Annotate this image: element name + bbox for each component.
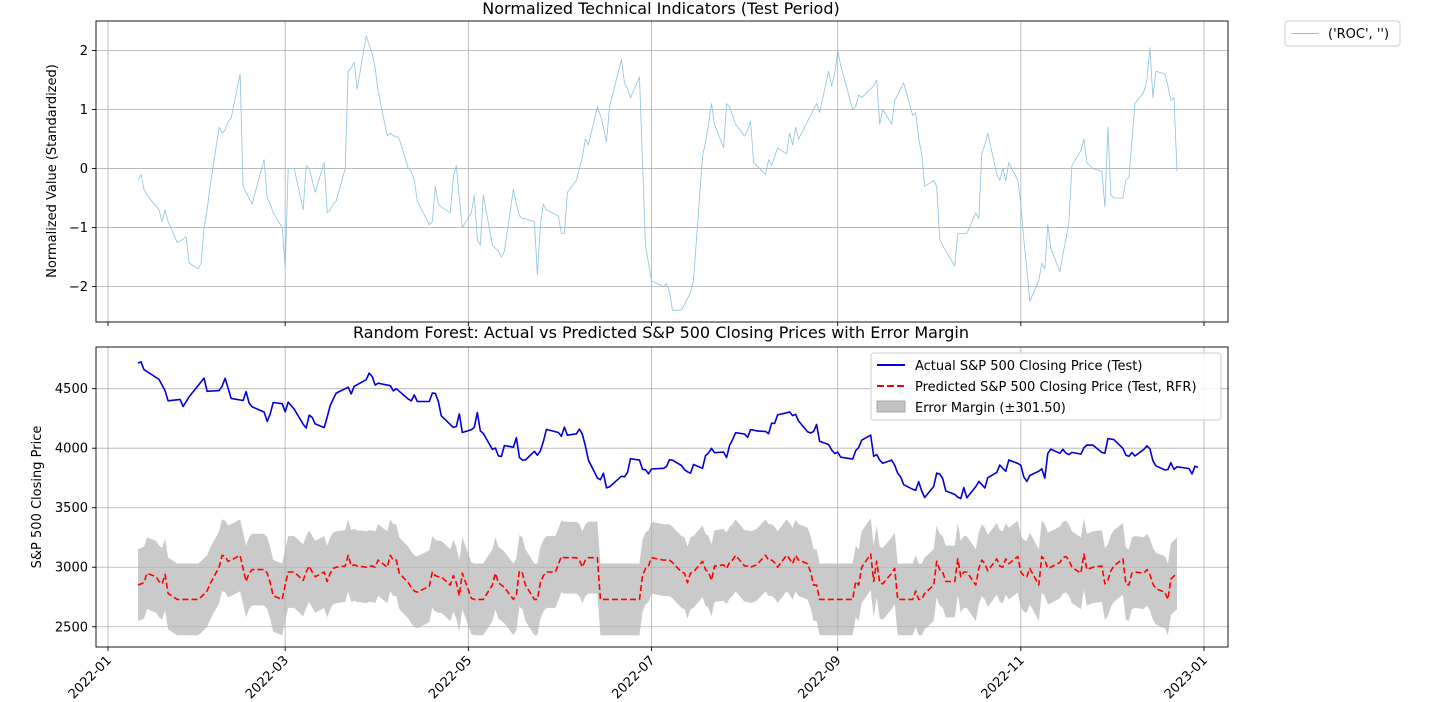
p2-y-tick-label: 2500: [55, 620, 88, 635]
top-plot-frame: [95, 20, 1229, 323]
top-y-axis-label: Normalized Value (Standardized): [45, 64, 60, 278]
p2-y-tick-label: 4500: [55, 382, 88, 397]
top-grid: [96, 21, 1228, 322]
bottom-legend-box: [870, 352, 1222, 421]
p2-y-tick-label: 3500: [55, 501, 88, 516]
p2-y-tick-label: 3000: [55, 561, 88, 576]
bottom-panel-title: Random Forest: Actual vs Predicted S&P 5…: [353, 323, 969, 342]
p1-y-tick-label: −1: [69, 221, 88, 236]
legend-handle-error-margin: [876, 400, 906, 413]
top-panel-title: Normalized Technical Indicators (Test Pe…: [482, 0, 839, 18]
bottom-series-layer: [137, 361, 1199, 636]
top-legend-box: [1284, 20, 1401, 47]
series-predicted-line: [137, 553, 1178, 601]
p1-y-tick-label: 1: [80, 103, 88, 118]
p1-y-tick-label: −2: [69, 280, 88, 295]
p1-y-tick-label: 2: [80, 44, 88, 59]
series-roc-line: [137, 35, 1178, 311]
top-legend: ('ROC', ''): [1284, 20, 1401, 47]
legend-label-error-margin: Error Margin (±301.50): [915, 401, 1066, 416]
p2-y-tick-label: 4000: [55, 442, 88, 457]
top-y-ticks: 2 1 0 −1 −2: [69, 44, 96, 295]
bottom-y-ticks: 4500 4000 3500 3000 2500: [55, 382, 96, 635]
top-legend-label: ('ROC', ''): [1328, 27, 1389, 42]
p1-y-tick-label: 0: [80, 162, 88, 177]
bottom-plot-frame: [95, 346, 1229, 648]
bottom-legend: Actual S&P 500 Closing Price (Test) Pred…: [870, 352, 1222, 421]
bottom-y-axis-label: S&P 500 Closing Price: [30, 426, 45, 569]
series-actual-line: [137, 361, 1199, 500]
legend-label-predicted: Predicted S&P 500 Closing Price (Test, R…: [915, 380, 1197, 395]
top-x-ticks: [107, 322, 1205, 326]
top-series-layer: [137, 35, 1178, 311]
top-panel: Normalized Technical Indicators (Test Pe…: [45, 0, 1401, 326]
series-error-margin-band: [138, 518, 1177, 636]
legend-label-actual: Actual S&P 500 Closing Price (Test): [915, 359, 1142, 374]
